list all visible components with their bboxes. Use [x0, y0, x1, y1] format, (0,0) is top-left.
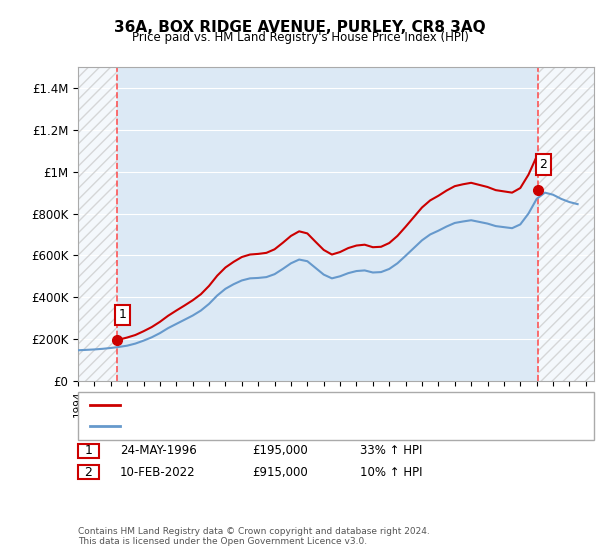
Text: 10% ↑ HPI: 10% ↑ HPI: [360, 465, 422, 479]
Text: Contains HM Land Registry data © Crown copyright and database right 2024.
This d: Contains HM Land Registry data © Crown c…: [78, 526, 430, 546]
Text: 33% ↑ HPI: 33% ↑ HPI: [360, 444, 422, 458]
Text: 1: 1: [118, 309, 126, 321]
Text: Price paid vs. HM Land Registry's House Price Index (HPI): Price paid vs. HM Land Registry's House …: [131, 31, 469, 44]
Bar: [78, 67, 118, 381]
Text: 2: 2: [84, 465, 92, 479]
Text: HPI: Average price, detached house, Croydon: HPI: Average price, detached house, Croy…: [126, 421, 362, 431]
Bar: [538, 67, 594, 381]
Text: £195,000: £195,000: [252, 444, 308, 458]
Text: 1: 1: [84, 444, 92, 458]
Text: 36A, BOX RIDGE AVENUE, PURLEY, CR8 3AQ (detached house): 36A, BOX RIDGE AVENUE, PURLEY, CR8 3AQ (…: [126, 400, 449, 410]
Text: £915,000: £915,000: [252, 465, 308, 479]
Text: 2: 2: [539, 158, 547, 171]
Text: 10-FEB-2022: 10-FEB-2022: [120, 465, 196, 479]
Text: 24-MAY-1996: 24-MAY-1996: [120, 444, 197, 458]
Text: 36A, BOX RIDGE AVENUE, PURLEY, CR8 3AQ: 36A, BOX RIDGE AVENUE, PURLEY, CR8 3AQ: [114, 20, 486, 35]
